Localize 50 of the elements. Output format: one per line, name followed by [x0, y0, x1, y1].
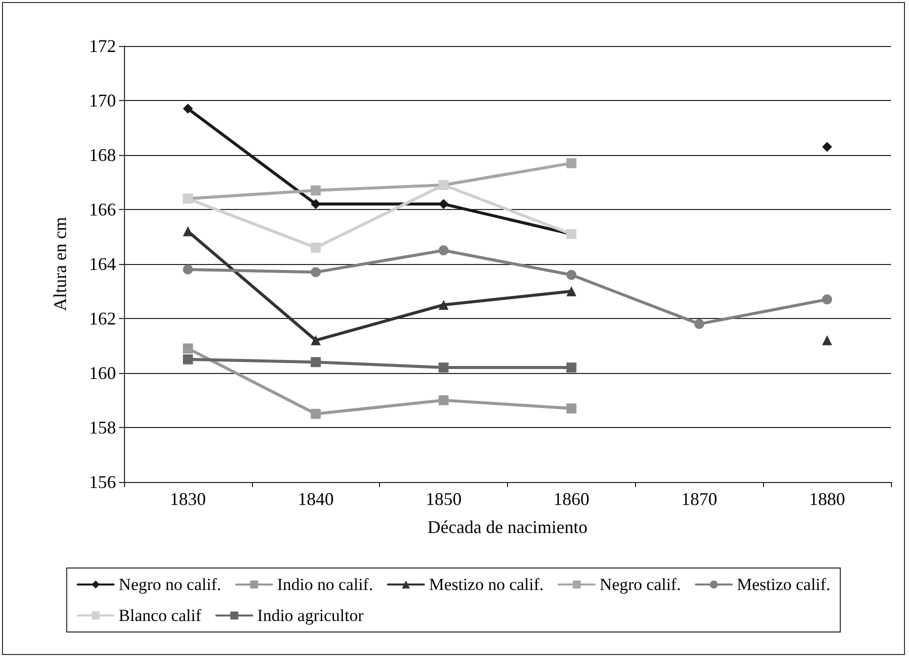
- y-tick-label: 170: [89, 90, 116, 110]
- y-tick-label: 172: [89, 36, 116, 56]
- point: [566, 270, 576, 280]
- legend-label: Indio agricultor: [257, 606, 364, 625]
- point: [566, 362, 576, 373]
- point: [822, 294, 832, 304]
- legend-label: Indio no calif.: [277, 575, 373, 594]
- point: [182, 104, 193, 114]
- point: [310, 242, 321, 253]
- y-axis-title: Altura en cm: [50, 217, 70, 311]
- y-tick-label: 168: [89, 145, 116, 165]
- point: [438, 300, 449, 310]
- point: [310, 185, 321, 196]
- point: [310, 357, 321, 368]
- x-tick-label: 1840: [298, 489, 334, 509]
- point: [310, 408, 321, 419]
- point: [182, 226, 193, 236]
- point: [310, 199, 321, 210]
- y-tick-label: 156: [89, 472, 116, 492]
- x-tick-label: 1870: [681, 489, 718, 509]
- legend-label: Blanco calif: [118, 606, 202, 625]
- point: [566, 158, 576, 168]
- y-tick-label: 166: [89, 200, 116, 220]
- x-axis-title: Década de nacimiento: [428, 517, 588, 537]
- legend-label: Mestizo no calif.: [428, 575, 544, 594]
- y-tick-label: 160: [89, 363, 116, 383]
- x-tick-label: 1880: [809, 489, 846, 509]
- point: [182, 354, 193, 364]
- y-tick-label: 164: [89, 254, 116, 274]
- point: [822, 335, 832, 346]
- point: [438, 199, 449, 210]
- point: [822, 142, 832, 152]
- point: [310, 267, 321, 278]
- point: [182, 264, 193, 274]
- point: [438, 362, 449, 373]
- y-tick-label: 158: [89, 418, 116, 438]
- y-tick-label: 162: [89, 308, 116, 328]
- x-tick-label: 1860: [553, 489, 590, 509]
- point: [694, 318, 704, 329]
- x-tick-label: 1850: [426, 489, 462, 509]
- point: [566, 403, 576, 414]
- legend-label: Negro no calif.: [118, 575, 222, 594]
- point: [310, 335, 321, 346]
- point: [182, 343, 193, 354]
- point: [438, 245, 449, 256]
- legend-label: Negro calif.: [600, 575, 681, 594]
- legend-label: Mestizo calif.: [736, 575, 830, 594]
- x-tick-label: 1830: [170, 489, 206, 509]
- point: [438, 395, 449, 406]
- point: [566, 286, 576, 296]
